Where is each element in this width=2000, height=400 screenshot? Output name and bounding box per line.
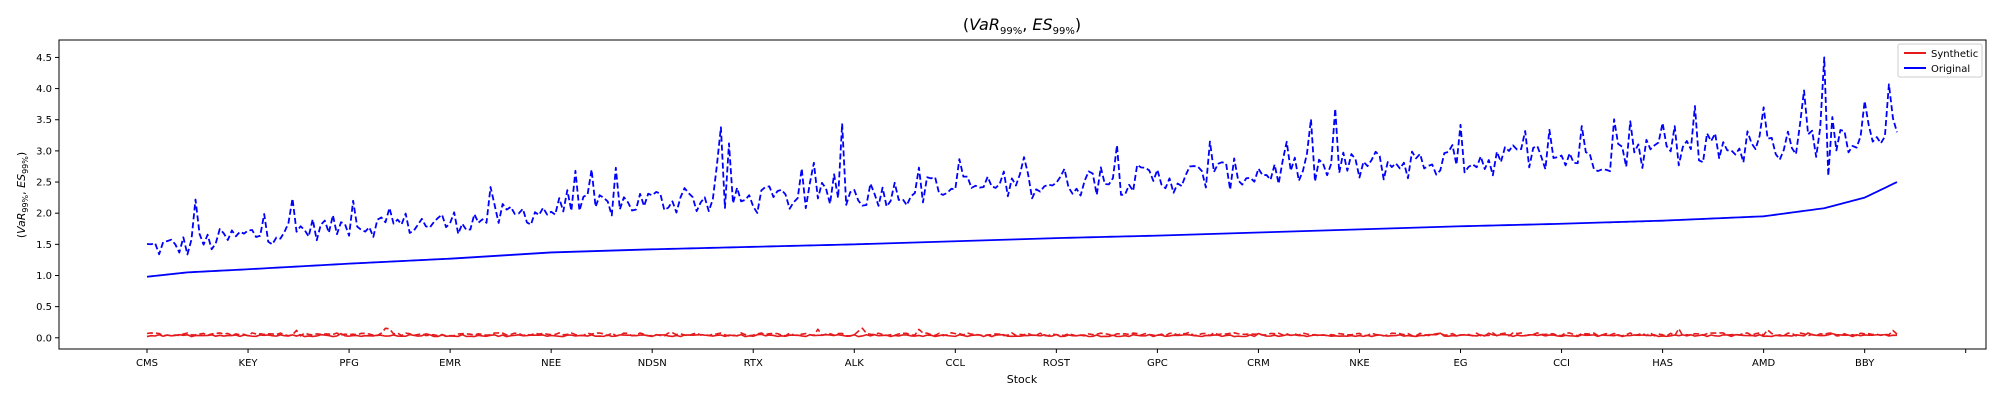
x-tick-label: NKE bbox=[1349, 358, 1369, 369]
y-tick-label: 0.5 bbox=[36, 302, 52, 313]
y-tick-label: 1.0 bbox=[36, 271, 52, 282]
legend: Synthetic Original bbox=[1897, 43, 1983, 78]
y-axis-label: (VaR99%, ES99%) bbox=[15, 152, 30, 238]
series-synthetic-var-line bbox=[146, 332, 1898, 338]
x-tick-label: ALK bbox=[845, 358, 864, 369]
x-tick-label: RTX bbox=[744, 358, 763, 369]
x-axis-label: Stock bbox=[1007, 373, 1038, 386]
x-tick-label: KEY bbox=[239, 358, 259, 369]
series-original-es-line bbox=[146, 56, 1898, 256]
x-tick-label: EG bbox=[1453, 358, 1467, 369]
y-tick-label: 2.0 bbox=[36, 209, 52, 220]
y-tick-label: 0.0 bbox=[36, 333, 52, 344]
legend-synthetic-label: Synthetic bbox=[1931, 49, 1978, 60]
chart-title: (VaR99%, ES99%) bbox=[963, 15, 1081, 37]
x-tick-label: NEE bbox=[541, 358, 561, 369]
x-tick-label: PFG bbox=[339, 358, 359, 369]
y-tick-label: 1.5 bbox=[36, 240, 52, 251]
series-original-var-line bbox=[146, 181, 1898, 278]
x-tick-label: HAS bbox=[1652, 358, 1673, 369]
x-tick-label: CCI bbox=[1553, 358, 1570, 369]
x-tick-label: CMS bbox=[136, 358, 158, 369]
y-tick-label: 2.5 bbox=[36, 178, 52, 189]
x-tick-label: BBY bbox=[1855, 358, 1875, 369]
y-tick-label: 3.0 bbox=[36, 146, 52, 157]
plot-area bbox=[146, 56, 1898, 338]
x-tick-label: CCL bbox=[946, 358, 966, 369]
axes: 0.0 0.5 1.0 1.5 2.0 2.5 3.0 3.5 4.0 4.5 CMS KEY PFG E… bbox=[36, 53, 1967, 369]
x-tick-label: CRM bbox=[1247, 358, 1270, 369]
x-tick-label: NDSN bbox=[638, 358, 667, 369]
plot-frame bbox=[58, 39, 1987, 350]
series-synthetic-es-line bbox=[146, 327, 1898, 337]
y-tick-label: 4.5 bbox=[36, 53, 52, 64]
x-tick-label: ROST bbox=[1043, 358, 1071, 369]
y-tick-label: 4.0 bbox=[36, 84, 52, 95]
x-tick-label: EMR bbox=[439, 358, 461, 369]
x-tick-label: AMD bbox=[1752, 358, 1775, 369]
y-tick-label: 3.5 bbox=[36, 115, 52, 126]
legend-original-label: Original bbox=[1931, 64, 1970, 75]
x-tick-label: GPC bbox=[1147, 358, 1168, 369]
